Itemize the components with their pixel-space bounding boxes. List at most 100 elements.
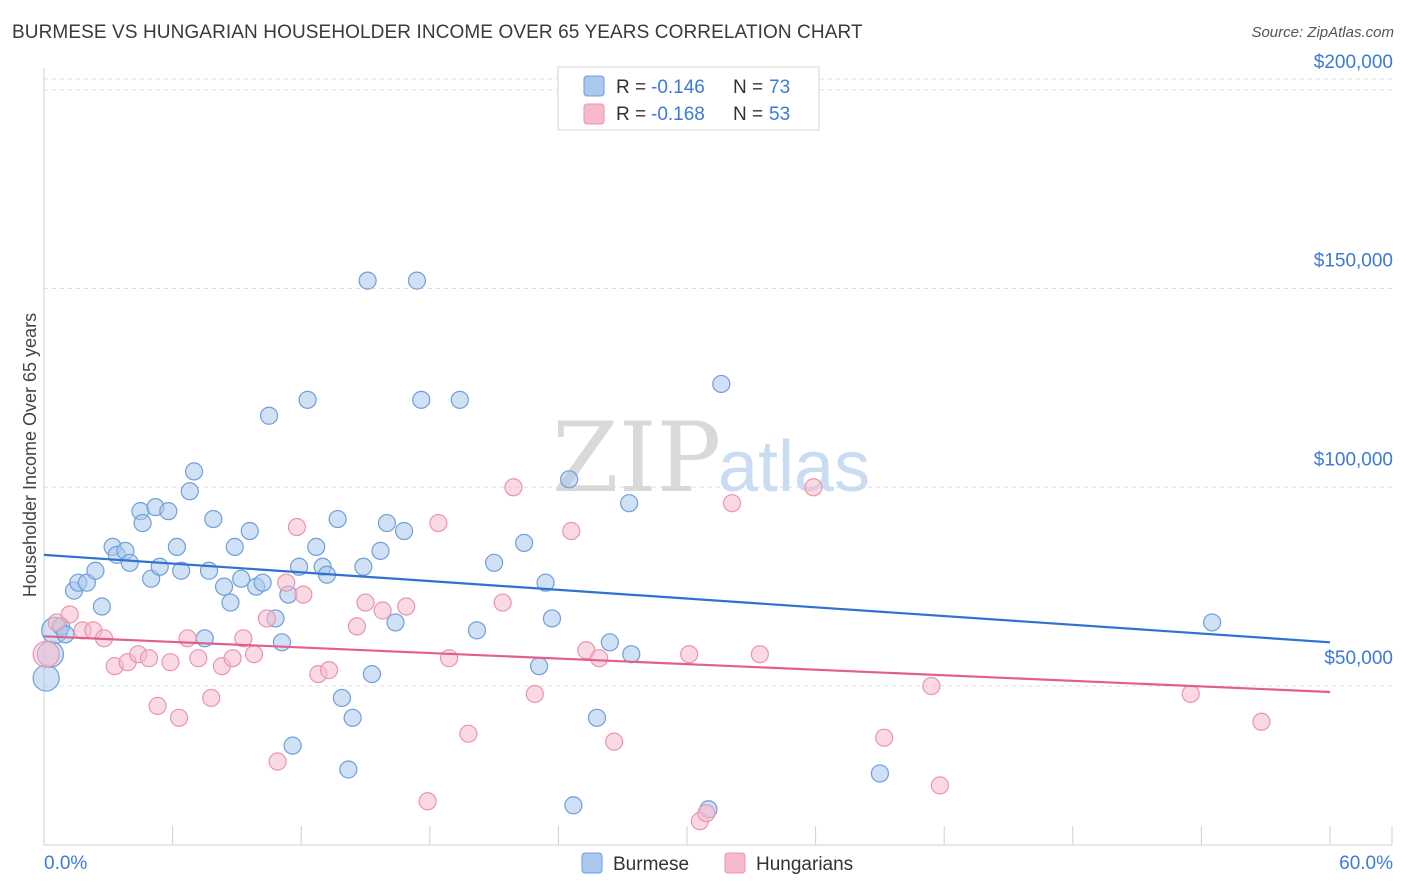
- stats-r-value-burmese: -0.146: [651, 77, 705, 98]
- burmese-point: [253, 573, 272, 592]
- hungarian-point: [319, 661, 339, 680]
- burmese-point: [371, 541, 390, 560]
- y-tick-label: $150,000: [1314, 251, 1393, 272]
- hungarian-point: [202, 688, 221, 708]
- legend-label-burmese: Burmese: [613, 854, 689, 875]
- burmese-point: [86, 561, 105, 580]
- hungarian-point: [418, 792, 437, 811]
- hungarian-point: [493, 593, 512, 612]
- burmese-point: [622, 645, 641, 664]
- x-tick-labels: 0.0% 60.0%: [44, 853, 1393, 874]
- burmese-point: [362, 664, 382, 684]
- burmese-point: [1203, 613, 1222, 632]
- burmese-point: [204, 509, 223, 529]
- burmese-point: [394, 521, 414, 541]
- chart-title: BURMESE VS HUNGARIAN HOUSEHOLDER INCOME …: [12, 22, 863, 43]
- burmese-point: [150, 557, 169, 576]
- burmese-point: [167, 537, 186, 557]
- burmese-point: [92, 597, 111, 616]
- burmese-point: [560, 470, 579, 489]
- stats-n-label-burmese: N =: [733, 77, 763, 98]
- x-tick-label: 60.0%: [1339, 853, 1393, 874]
- burmese-point: [542, 609, 562, 628]
- hungarian-point: [178, 629, 197, 648]
- hungarian-point: [875, 728, 894, 747]
- hungarian-point: [680, 645, 699, 664]
- hungarian-point: [257, 609, 277, 628]
- hungarian-point: [60, 605, 79, 624]
- burmese-point: [133, 513, 152, 533]
- burmese-point: [159, 502, 178, 521]
- hungarian-point: [1181, 684, 1200, 704]
- hungarian-point: [189, 649, 208, 668]
- burmese-point: [214, 577, 234, 596]
- burmese-point: [536, 573, 555, 592]
- burmese-point: [450, 390, 469, 409]
- burmese-point: [870, 764, 890, 783]
- burmese-point: [467, 621, 487, 640]
- burmese-point: [272, 633, 292, 652]
- burmese-point: [221, 593, 240, 612]
- hungarian-point: [268, 752, 287, 771]
- burmese-point: [377, 513, 397, 533]
- burmese-point: [307, 537, 326, 557]
- stats-r-label-burmese: R =: [616, 77, 646, 98]
- hungarian-point: [439, 649, 459, 668]
- hungarian-point: [525, 684, 544, 704]
- hungarian-point: [804, 478, 823, 497]
- stats-box: R = -0.146 N = 73 R = -0.168 N = 53: [557, 66, 820, 131]
- trend-lines: [43, 553, 1331, 694]
- hungarian-point: [139, 649, 159, 668]
- burmese-point: [515, 533, 534, 553]
- burmese-point: [600, 633, 619, 652]
- hungarian-point: [504, 478, 523, 497]
- hungarian-point: [223, 649, 242, 668]
- burmese-point: [32, 664, 60, 692]
- y-tick-label: $50,000: [1324, 648, 1393, 669]
- stats-swatch-hungarians: [583, 103, 605, 125]
- burmese-point: [343, 708, 362, 727]
- hungarian-point: [1252, 712, 1271, 731]
- burmese-point: [225, 537, 244, 557]
- legend-swatch-hungarians: [724, 852, 746, 874]
- stats-swatch-burmese: [583, 75, 605, 97]
- legend-label-hungarians: Hungarians: [756, 854, 853, 875]
- burmese-point: [358, 271, 377, 290]
- hungarian-point: [459, 724, 478, 743]
- burmese-point: [407, 271, 427, 290]
- hungarian-point: [922, 676, 941, 696]
- hungarian-point: [930, 776, 950, 795]
- hungarian-point: [169, 708, 189, 727]
- burmese-point: [259, 406, 279, 425]
- burmese-point: [180, 482, 199, 501]
- burmese-point: [332, 688, 352, 708]
- burmese-point: [485, 553, 504, 572]
- hungarian-point: [590, 649, 609, 668]
- hungarian-point: [429, 513, 448, 533]
- hungarian-point: [697, 804, 716, 823]
- axes: [43, 68, 1393, 846]
- legend: Burmese Hungarians: [581, 852, 853, 875]
- hungarian-point: [722, 494, 742, 513]
- hungarian-point: [148, 696, 167, 715]
- burmese-point: [184, 462, 204, 481]
- x-tick-label: 0.0%: [44, 853, 87, 874]
- burmese-point: [232, 569, 251, 588]
- burmese-point: [339, 760, 358, 779]
- hungarian-point: [32, 640, 60, 668]
- hungarian-point: [294, 585, 313, 604]
- hungarian-point: [161, 653, 180, 672]
- scatter-points: [32, 271, 1271, 831]
- watermark: ZIP atlas: [552, 402, 870, 514]
- y-tick-labels: $50,000 $100,000 $150,000 $200,000: [1314, 52, 1393, 669]
- hungarian-point: [397, 597, 416, 616]
- burmese-point: [564, 796, 583, 815]
- burmese-point: [298, 390, 317, 409]
- burmese-point: [120, 553, 139, 572]
- burmese-point: [172, 561, 191, 580]
- burmese-trend-line: [43, 553, 1331, 644]
- watermark-zip: ZIP: [552, 402, 721, 514]
- hungarian-point: [605, 732, 624, 751]
- stats-n-value-burmese: 73: [769, 77, 790, 98]
